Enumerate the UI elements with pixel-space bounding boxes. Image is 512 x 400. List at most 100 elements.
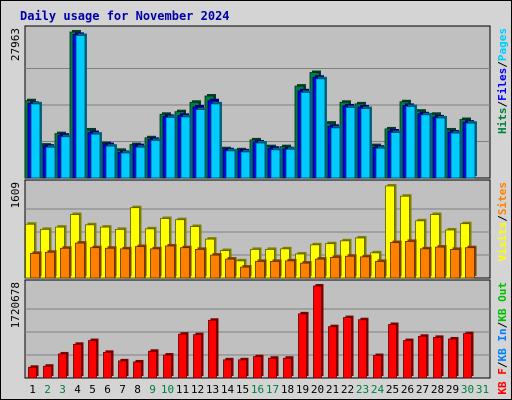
panel-hits: 27963 — [9, 25, 491, 179]
legend-entry: KB In — [496, 328, 509, 361]
bar-visits-day-25 — [385, 184, 397, 279]
bar-kb-f-day-19 — [298, 311, 309, 379]
bar-pages-day-29 — [450, 131, 462, 179]
bar-pages-day-3 — [60, 134, 72, 179]
bar-sites-day-10 — [165, 243, 177, 279]
bar-sites-day-30 — [465, 245, 477, 279]
bar-kb-f-day-11 — [178, 332, 189, 379]
bar-pages-day-14 — [225, 148, 237, 179]
bar-kb-f-day-25 — [388, 322, 399, 379]
legend-entry: Visits — [496, 222, 509, 262]
bar-pages-day-28 — [435, 115, 447, 179]
x-tick-label-day-25: 25 — [386, 383, 399, 396]
legend-entry: / — [496, 61, 509, 68]
bar-pages-day-24 — [375, 146, 387, 179]
bar-kb-f-day-7 — [118, 358, 129, 379]
bar-pages-day-6 — [105, 144, 117, 179]
x-tick-label-day-19: 19 — [296, 383, 309, 396]
bar-sites-day-22 — [345, 254, 357, 279]
bar-kb-f-day-2 — [43, 364, 54, 379]
bar-kb-f-day-10 — [163, 353, 174, 379]
x-tick-label-day-14: 14 — [221, 383, 235, 396]
legend-entry: Files — [496, 68, 509, 101]
panel-kb: 1720678 — [9, 279, 491, 379]
bar-pages-day-30 — [465, 121, 477, 179]
bar-sites-day-25 — [390, 240, 402, 279]
bar-pages-day-10 — [165, 115, 177, 179]
x-tick-label-day-16: 16 — [251, 383, 264, 396]
bar-kb-f-day-1 — [28, 365, 39, 379]
bar-sites-day-19 — [300, 261, 312, 279]
x-tick-label-day-1: 1 — [29, 383, 36, 396]
legend-entry: KB F — [496, 368, 509, 395]
bar-sites-day-7 — [120, 246, 132, 279]
bar-pages-day-4 — [75, 33, 87, 179]
bar-sites-day-9 — [150, 246, 162, 279]
x-tick-label-day-6: 6 — [104, 383, 111, 396]
bar-kb-f-day-17 — [268, 356, 279, 379]
bar-pages-day-21 — [330, 125, 342, 179]
bar-pages-day-2 — [45, 145, 57, 179]
x-tick-label-day-27: 27 — [416, 383, 429, 396]
bar-visits-day-8 — [130, 205, 142, 279]
bar-kb-f-day-13 — [208, 318, 219, 379]
bar-pages-day-26 — [405, 104, 417, 179]
legend-entry: Sites — [496, 182, 509, 215]
bar-kb-f-day-18 — [283, 356, 294, 379]
bar-kb-f-day-9 — [148, 349, 159, 379]
x-tick-label-day-20: 20 — [311, 383, 324, 396]
bar-kb-f-day-12 — [193, 332, 204, 379]
x-tick-label-day-5: 5 — [89, 383, 96, 396]
bar-kb-f-day-23 — [358, 317, 369, 379]
panel-kb-max-label: 1720678 — [9, 282, 22, 328]
bar-sites-day-21 — [330, 255, 342, 279]
bar-sites-day-13 — [210, 253, 222, 279]
bar-sites-day-20 — [315, 257, 327, 279]
x-axis-labels: 1 2 3 4 5 6 7 8 9 10 11 12 13 14 15 16 17 18 19 20 21 22 23 24 2… — [29, 383, 489, 396]
bar-pages-day-11 — [180, 114, 192, 179]
bar-pages-day-13 — [210, 101, 222, 179]
bar-sites-day-14 — [225, 257, 237, 279]
bar-sites-day-4 — [75, 241, 87, 279]
x-tick-label-day-8: 8 — [134, 383, 141, 396]
bar-pages-day-19 — [300, 90, 312, 179]
bar-sites-day-2 — [45, 250, 57, 279]
x-tick-label-day-15: 15 — [236, 383, 249, 396]
bar-sites-day-15 — [240, 265, 252, 279]
bar-pages-day-16 — [255, 141, 267, 179]
bar-sites-day-18 — [285, 258, 297, 279]
bar-kb-f-day-22 — [343, 315, 354, 379]
legend-hits: Hits/Files/Pages — [496, 28, 509, 134]
x-tick-label-day-28: 28 — [431, 383, 444, 396]
bar-pages-day-1 — [30, 101, 42, 179]
x-tick-label-day-11: 11 — [176, 383, 189, 396]
bar-pages-day-23 — [360, 106, 372, 179]
x-tick-label-day-12: 12 — [191, 383, 204, 396]
legend-entry: / — [496, 101, 509, 108]
x-tick-label-day-2: 2 — [44, 383, 51, 396]
legend-entry: Pages — [496, 28, 509, 61]
x-tick-label-day-23: 23 — [356, 383, 369, 396]
bar-sites-day-6 — [105, 246, 117, 279]
legend-kb: KB F/KB In/KB Out — [496, 282, 509, 395]
legend-entry: / — [496, 361, 509, 368]
bar-kb-f-day-20 — [313, 284, 324, 379]
legend-visits: Visits/Sites — [496, 182, 509, 262]
bar-kb-f-day-5 — [88, 338, 99, 379]
bar-pages-day-7 — [120, 150, 132, 179]
bar-pages-day-22 — [345, 105, 357, 179]
bar-sites-day-17 — [270, 259, 282, 279]
legend-entry: / — [496, 215, 509, 222]
x-tick-label-day-13: 13 — [206, 383, 219, 396]
bar-pages-day-20 — [315, 76, 327, 179]
chart-panels: 27963 1609 1720678 — [9, 25, 491, 379]
x-tick-label-day-31: 31 — [476, 383, 489, 396]
x-tick-label-day-3: 3 — [59, 383, 66, 396]
bar-sites-day-23 — [360, 254, 372, 279]
bar-pages-day-17 — [270, 147, 282, 179]
x-tick-label-day-30: 30 — [461, 383, 474, 396]
bar-kb-f-day-8 — [133, 359, 144, 379]
bar-sites-day-8 — [135, 244, 147, 279]
panel-visits: 1609 — [9, 179, 491, 279]
